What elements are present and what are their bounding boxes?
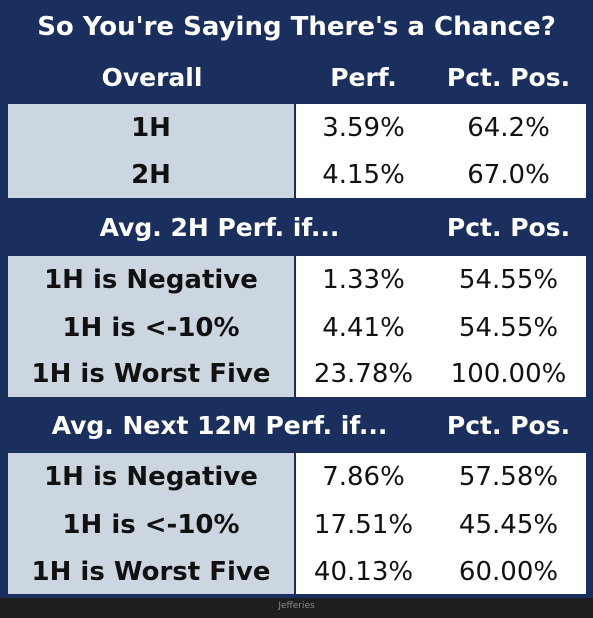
row-perf: 4.15% xyxy=(296,152,431,198)
row-perf: 23.78% xyxy=(296,351,431,397)
row-perf: 3.59% xyxy=(296,104,431,152)
row-label: 2H xyxy=(8,152,294,198)
overall-header-perf: Perf. xyxy=(330,62,397,92)
avg-2h-header-label: Avg. 2H Perf. if... xyxy=(99,212,340,242)
overall-header-row: Overall Perf. Pct. Pos. xyxy=(0,54,593,100)
avg-12m-header-pct: Pct. Pos. xyxy=(446,410,571,440)
table-row: 2H 4.15% 67.0% xyxy=(0,152,593,198)
table-row: 1H is Worst Five 40.13% 60.00% xyxy=(0,549,593,594)
row-label: 1H is Negative xyxy=(8,256,294,304)
row-perf: 17.51% xyxy=(296,501,431,549)
avg-2h-header-row: Avg. 2H Perf. if... Pct. Pos. xyxy=(0,202,593,252)
row-label: 1H is Worst Five xyxy=(8,549,294,594)
source-credit: Jefferies xyxy=(278,601,315,611)
row-label: 1H is <-10% xyxy=(8,304,294,351)
row-pct: 45.45% xyxy=(431,501,586,549)
table-row: 1H is Negative 7.86% 57.58% xyxy=(0,453,593,501)
row-pct: 67.0% xyxy=(431,152,586,198)
row-perf: 1.33% xyxy=(296,256,431,304)
table-title: So You're Saying There's a Chance? xyxy=(37,12,556,42)
row-perf: 40.13% xyxy=(296,549,431,594)
table-row: 1H 3.59% 64.2% xyxy=(0,104,593,152)
overall-header-label: Overall xyxy=(101,62,203,92)
row-label: 1H is <-10% xyxy=(8,501,294,549)
row-pct: 54.55% xyxy=(431,256,586,304)
row-pct: 54.55% xyxy=(431,304,586,351)
avg-12m-header-row: Avg. Next 12M Perf. if... Pct. Pos. xyxy=(0,401,593,449)
avg-12m-header-label: Avg. Next 12M Perf. if... xyxy=(51,410,388,440)
table-row: 1H is <-10% 17.51% 45.45% xyxy=(0,501,593,549)
table-title-row: So You're Saying There's a Chance? xyxy=(0,0,593,54)
avg-2h-header-pct: Pct. Pos. xyxy=(446,212,571,242)
row-perf: 4.41% xyxy=(296,304,431,351)
row-pct: 64.2% xyxy=(431,104,586,152)
table-row: 1H is Worst Five 23.78% 100.00% xyxy=(0,351,593,397)
row-perf: 7.86% xyxy=(296,453,431,501)
table-row: 1H is Negative 1.33% 54.55% xyxy=(0,256,593,304)
overall-header-pct: Pct. Pos. xyxy=(446,62,571,92)
row-pct: 60.00% xyxy=(431,549,586,594)
row-label: 1H is Worst Five xyxy=(8,351,294,397)
stats-table: So You're Saying There's a Chance? Overa… xyxy=(0,0,593,598)
row-pct: 100.00% xyxy=(431,351,586,397)
row-label: 1H is Negative xyxy=(8,453,294,501)
row-pct: 57.58% xyxy=(431,453,586,501)
table-row: 1H is <-10% 4.41% 54.55% xyxy=(0,304,593,351)
row-label: 1H xyxy=(8,104,294,152)
